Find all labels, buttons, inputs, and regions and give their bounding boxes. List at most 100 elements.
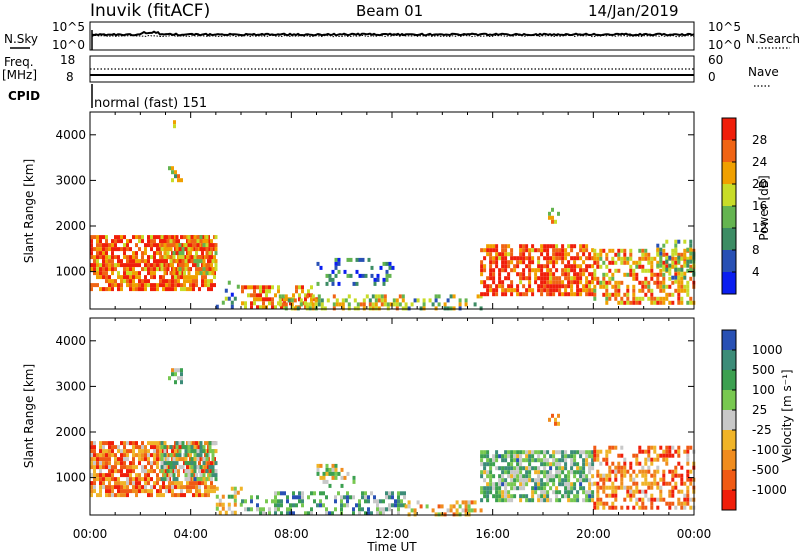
velocity-cell: [531, 498, 535, 503]
power-cell: [437, 294, 441, 299]
velocity-cell: [187, 469, 191, 474]
velocity-cell: [268, 511, 271, 516]
power-cell: [635, 272, 639, 277]
power-cell: [522, 260, 526, 265]
power-cell: [677, 292, 681, 297]
velocity-cell: [464, 504, 468, 509]
velocity-cell: [525, 498, 529, 503]
velocity-cell: [689, 469, 693, 474]
power-cell: [190, 247, 194, 252]
velocity-cell: [483, 478, 487, 483]
velocity-cell: [546, 482, 550, 487]
power-cell: [90, 267, 93, 272]
velocity-cell: [510, 498, 514, 503]
velocity-cell: [644, 457, 648, 462]
power-cell: [522, 256, 526, 261]
velocity-cell: [510, 486, 514, 491]
velocity-cell: [180, 481, 183, 486]
velocity-cell: [388, 503, 391, 508]
velocity-cell: [108, 473, 111, 478]
power-cell: [126, 259, 129, 264]
velocity-cell: [207, 485, 210, 490]
velocity-cell: [193, 445, 197, 450]
power-cell: [674, 256, 678, 261]
power-cell: [656, 260, 660, 265]
velocity-cell: [111, 469, 114, 474]
velocity-cell: [233, 486, 237, 491]
velocity-cell: [683, 497, 687, 502]
velocity-cell: [504, 490, 508, 495]
velocity-cell: [126, 465, 129, 470]
velocity-cell: [513, 478, 517, 483]
power-cell: [214, 259, 218, 264]
power-cell: [123, 275, 126, 280]
velocity-cell: [364, 499, 367, 504]
velocity-cell: [298, 491, 301, 496]
velocity-cell: [686, 453, 690, 458]
power-cell: [561, 280, 565, 285]
velocity-cell: [334, 507, 337, 512]
velocity-cell: [656, 465, 660, 470]
power-cell: [525, 276, 529, 281]
velocity-cell: [183, 485, 186, 490]
power-cell: [90, 283, 93, 288]
power-cell: [567, 280, 571, 285]
velocity-cell: [602, 473, 606, 478]
power-cell: [202, 259, 206, 264]
power-cell: [202, 267, 206, 272]
power-ytick-label: 3000: [55, 173, 86, 187]
velocity-cell: [129, 441, 132, 446]
velocity-cell: [210, 477, 213, 482]
x-tick-label: 08:00: [274, 527, 309, 541]
power-cell: [305, 302, 309, 307]
velocity-cell: [492, 494, 496, 499]
power-cell: [114, 283, 117, 288]
velocity-cell: [570, 450, 574, 455]
power-cell: [689, 296, 693, 301]
power-cell: [626, 256, 630, 261]
power-cell: [662, 284, 666, 289]
velocity-cell: [501, 482, 505, 487]
velocity-cell: [599, 497, 603, 502]
velocity-cell: [519, 474, 523, 479]
power-cell: [150, 267, 153, 272]
power-cell: [564, 252, 568, 257]
velocity-cell: [129, 469, 132, 474]
power-cell: [178, 255, 182, 260]
velocity-cell: [233, 494, 237, 499]
power-cell: [689, 251, 693, 256]
velocity-cell: [391, 503, 394, 508]
power-cell: [579, 248, 583, 253]
velocity-cell: [510, 494, 514, 499]
power-cell: [629, 268, 633, 273]
power-cell: [641, 252, 645, 257]
velocity-cell: [540, 482, 544, 487]
power-cell: [141, 239, 144, 244]
velocity-cell: [576, 494, 580, 499]
power-cell: [641, 284, 645, 289]
velocity-cell: [175, 441, 179, 446]
power-cell: [689, 267, 693, 272]
velocity-cell: [653, 481, 657, 486]
power-cell: [498, 252, 502, 257]
power-cell: [674, 267, 678, 272]
power-cell: [620, 256, 624, 261]
velocity-cell: [591, 458, 595, 463]
power-cell: [331, 269, 335, 274]
power-cell: [674, 275, 678, 280]
velocity-cell: [647, 457, 651, 462]
velocity-cell: [108, 441, 111, 446]
power-cell: [638, 280, 642, 285]
velocity-cell: [582, 474, 586, 479]
power-cell: [401, 298, 405, 303]
power-cell: [165, 279, 168, 284]
velocity-cell: [611, 445, 615, 450]
velocity-cell: [489, 462, 493, 467]
velocity-cell: [132, 449, 135, 454]
velocity-cell: [114, 461, 117, 466]
power-cell: [492, 276, 496, 281]
power-cell: [620, 296, 624, 301]
velocity-cell: [552, 490, 556, 495]
power-cell: [680, 272, 684, 277]
velocity-cell: [159, 493, 162, 498]
